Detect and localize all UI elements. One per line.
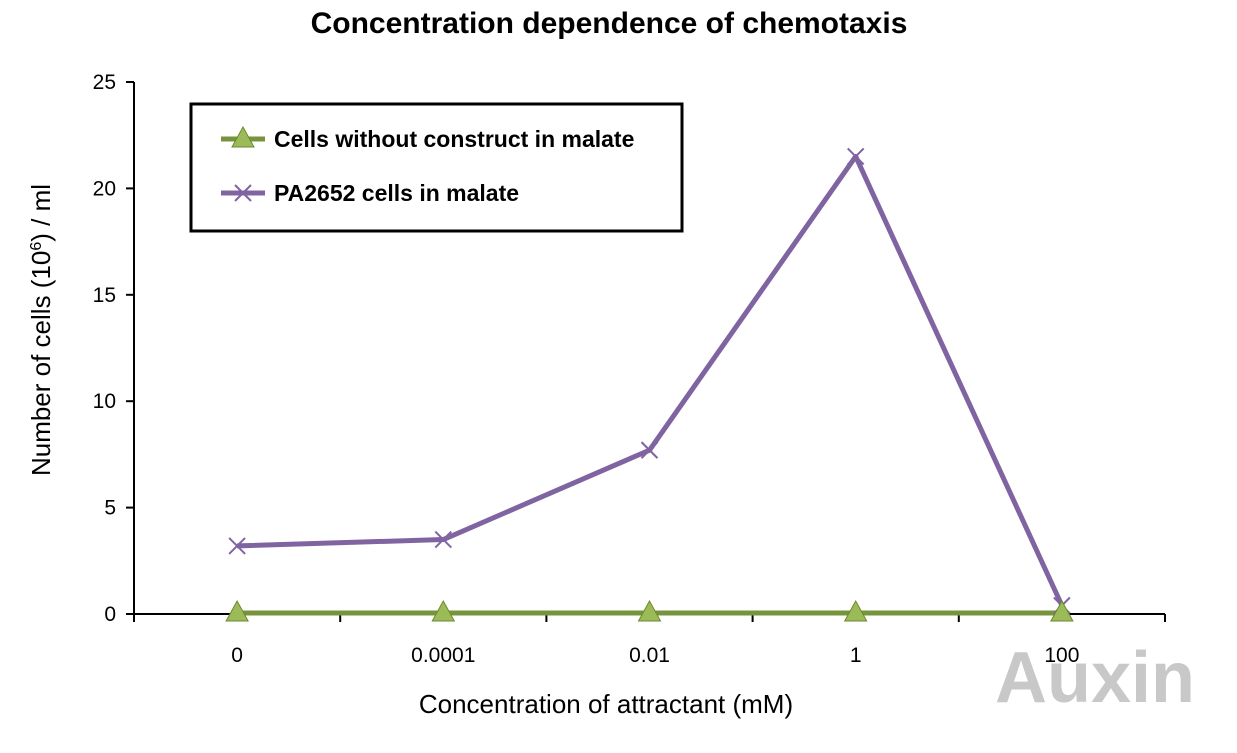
series-layer [225,147,1074,622]
y-tick-label: 5 [104,497,116,520]
y-axis-ticks: 0 5 10 15 20 25 [93,71,134,626]
data-point-1-0 [228,537,246,555]
y-tick-label: 10 [93,390,116,413]
y-tick-label: 25 [93,71,116,94]
data-point-0-0 [225,599,249,622]
data-point-0-4 [1050,599,1074,622]
legend-box [189,102,684,233]
data-point-1-1 [434,530,453,549]
x-tick-label: 0.01 [629,644,670,667]
y-tick-label: 15 [93,284,116,307]
x-axis-label: Concentration of attractant (mM) [419,689,793,719]
data-point-1-3 [846,147,865,166]
legend-item-1: PA2652 cells in malate [221,180,519,206]
legend: Cells without construct in malate PA2652 … [189,102,684,233]
legend-swatch-marker [234,184,252,202]
x-tick-label: 1 [850,644,862,667]
watermark-logo: Auxin [995,638,1195,718]
data-point-0-2 [637,599,662,622]
x-tick-label: 100 [1044,644,1079,667]
data-point-0-3 [843,599,868,622]
data-point-1-2 [640,441,659,459]
y-tick-label: 20 [93,177,116,200]
legend-label: PA2652 cells in malate [274,180,519,206]
y-axis-label-main: Number of cells (10 [26,251,56,476]
y-axis-label-sup: 6 [28,242,45,251]
x-axis-ticks: 0 0.0001 0.01 1 100 [133,614,1166,667]
y-axis-label-tail: ) / ml [26,184,56,242]
y-axis-label: Number of cells (106) / ml [26,184,56,476]
legend-label: Cells without construct in malate [274,126,634,152]
y-tick-label: 0 [104,603,116,626]
legend-item-0: Cells without construct in malate [221,125,634,152]
x-tick-label: 0.0001 [411,644,475,667]
data-point-0-1 [431,599,456,622]
x-tick-label: 0 [231,644,243,667]
chart-title: Concentration dependence of chemotaxis [311,7,908,40]
legend-swatch-marker [231,125,255,148]
